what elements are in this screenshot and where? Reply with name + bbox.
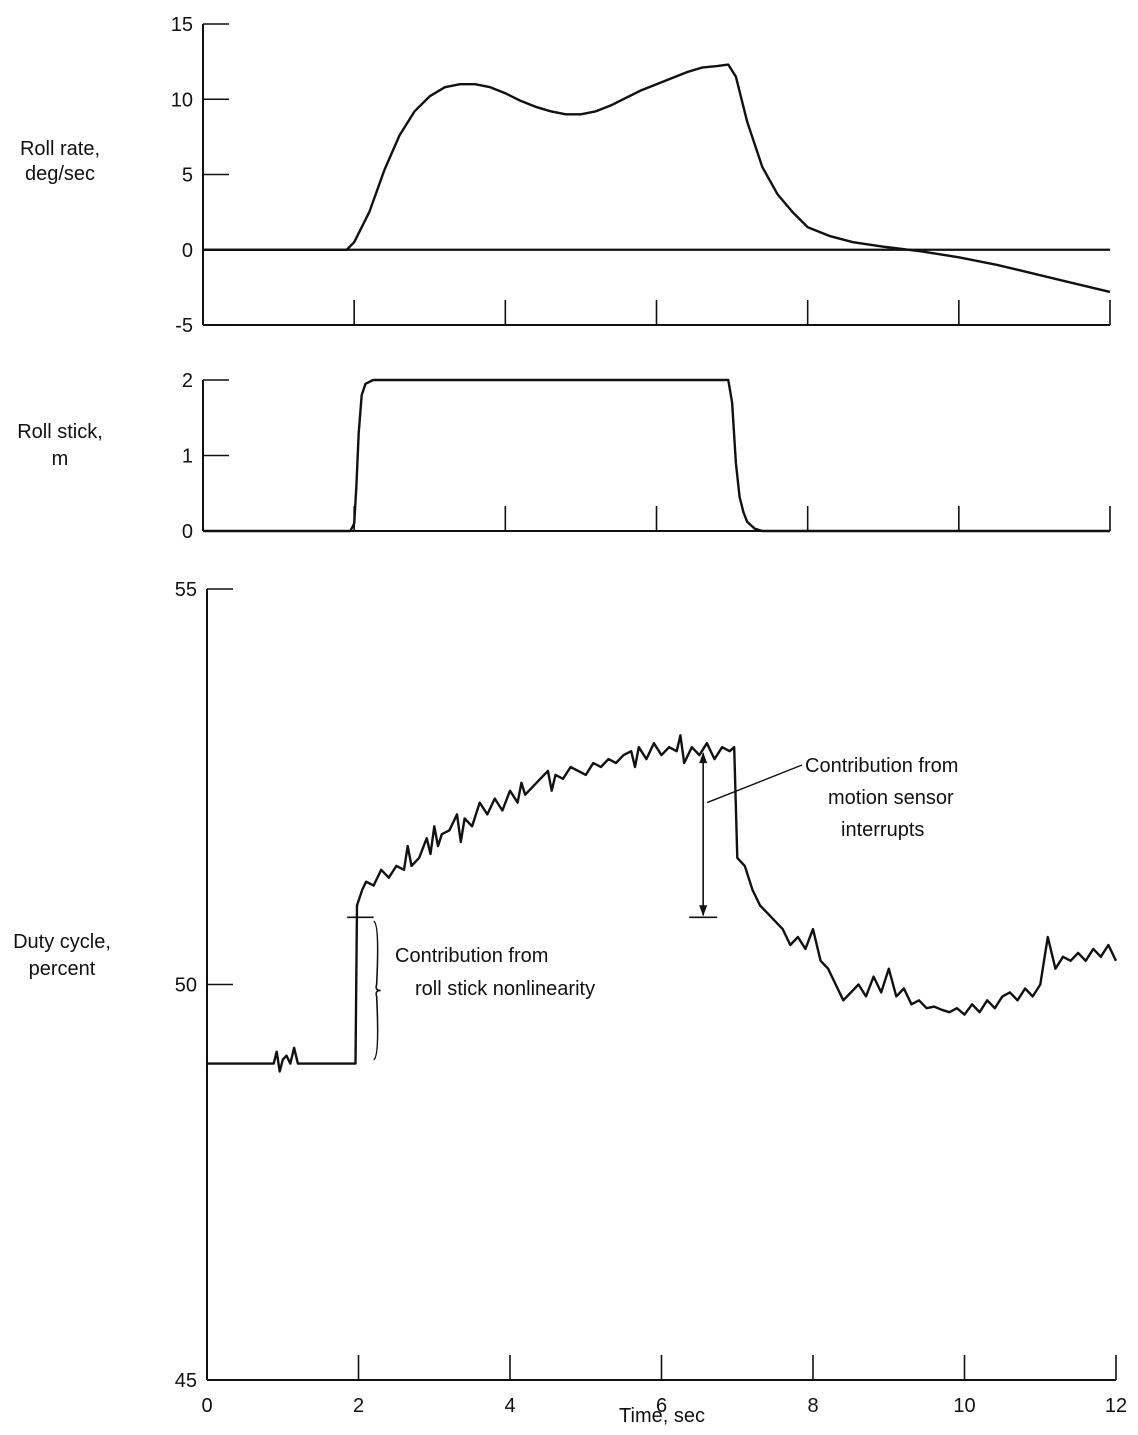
roll-stick-series-line xyxy=(203,378,1110,533)
duty-cycle-ytick-label: 50 xyxy=(175,975,197,997)
roll-rate-ytick-label: 15 xyxy=(171,14,193,36)
roll-rate-ytick-label: 10 xyxy=(171,89,193,111)
duty-cycle-ylabel-line1: Duty cycle, xyxy=(13,931,111,953)
roll-rate-series-line xyxy=(203,63,1111,294)
roll-rate-ytick-label: 5 xyxy=(182,165,193,187)
duty-cycle-xtick-label: 8 xyxy=(807,1395,818,1417)
interrupts-arrow-head-down xyxy=(699,905,708,917)
roll-rate-ytick-label: -5 xyxy=(175,315,193,337)
annotation-roll-stick-line2: roll stick nonlinearity xyxy=(415,978,595,1000)
duty-cycle-series-line xyxy=(207,734,1118,1073)
duty-cycle-panel: Duty cycle, percent Time, sec Contributi… xyxy=(13,579,1127,1427)
duty-cycle-xtick-label: 0 xyxy=(201,1395,212,1417)
duty-cycle-xtick-label: 10 xyxy=(953,1395,975,1417)
roll-stick-panel: Roll stick, m 0 1 2 xyxy=(17,370,1111,543)
interrupts-leader-line xyxy=(706,764,803,804)
roll-rate-ylabel-line2: deg/sec xyxy=(25,163,95,185)
duty-cycle-ytick-label: 55 xyxy=(175,579,197,601)
annotation-motion-sensor-line3: interrupts xyxy=(841,819,924,841)
duty-cycle-xtick-label: 12 xyxy=(1105,1395,1127,1417)
roll-stick-ylabel-line2: m xyxy=(52,448,69,470)
time-xlabel: Time, sec xyxy=(619,1405,705,1427)
duty-cycle-xtick-label: 2 xyxy=(353,1395,364,1417)
duty-cycle-ylabel-line2: percent xyxy=(29,958,96,980)
duty-cycle-xtick-label: 6 xyxy=(656,1395,667,1417)
duty-cycle-xtick-label: 4 xyxy=(504,1395,515,1417)
interrupts-arrow-head-up xyxy=(699,752,708,764)
annotation-motion-sensor-line1: Contribution from xyxy=(805,755,958,777)
roll-rate-ylabel-line1: Roll rate, xyxy=(20,138,100,160)
roll-rate-panel: Roll rate, deg/sec -5 0 5 10 15 xyxy=(20,14,1111,337)
roll-rate-ytick-label: 0 xyxy=(182,240,193,262)
roll-stick-ytick-label: 0 xyxy=(182,521,193,543)
roll-stick-ylabel-line1: Roll stick, xyxy=(17,421,103,443)
roll-stick-ytick-label: 2 xyxy=(182,370,193,392)
annotation-motion-sensor-line2: motion sensor xyxy=(828,787,954,809)
duty-cycle-ytick-label: 45 xyxy=(175,1370,197,1392)
nonlinearity-brace xyxy=(373,920,381,1061)
annotation-roll-stick-line1: Contribution from xyxy=(395,945,548,967)
roll-stick-ytick-label: 1 xyxy=(182,446,193,468)
